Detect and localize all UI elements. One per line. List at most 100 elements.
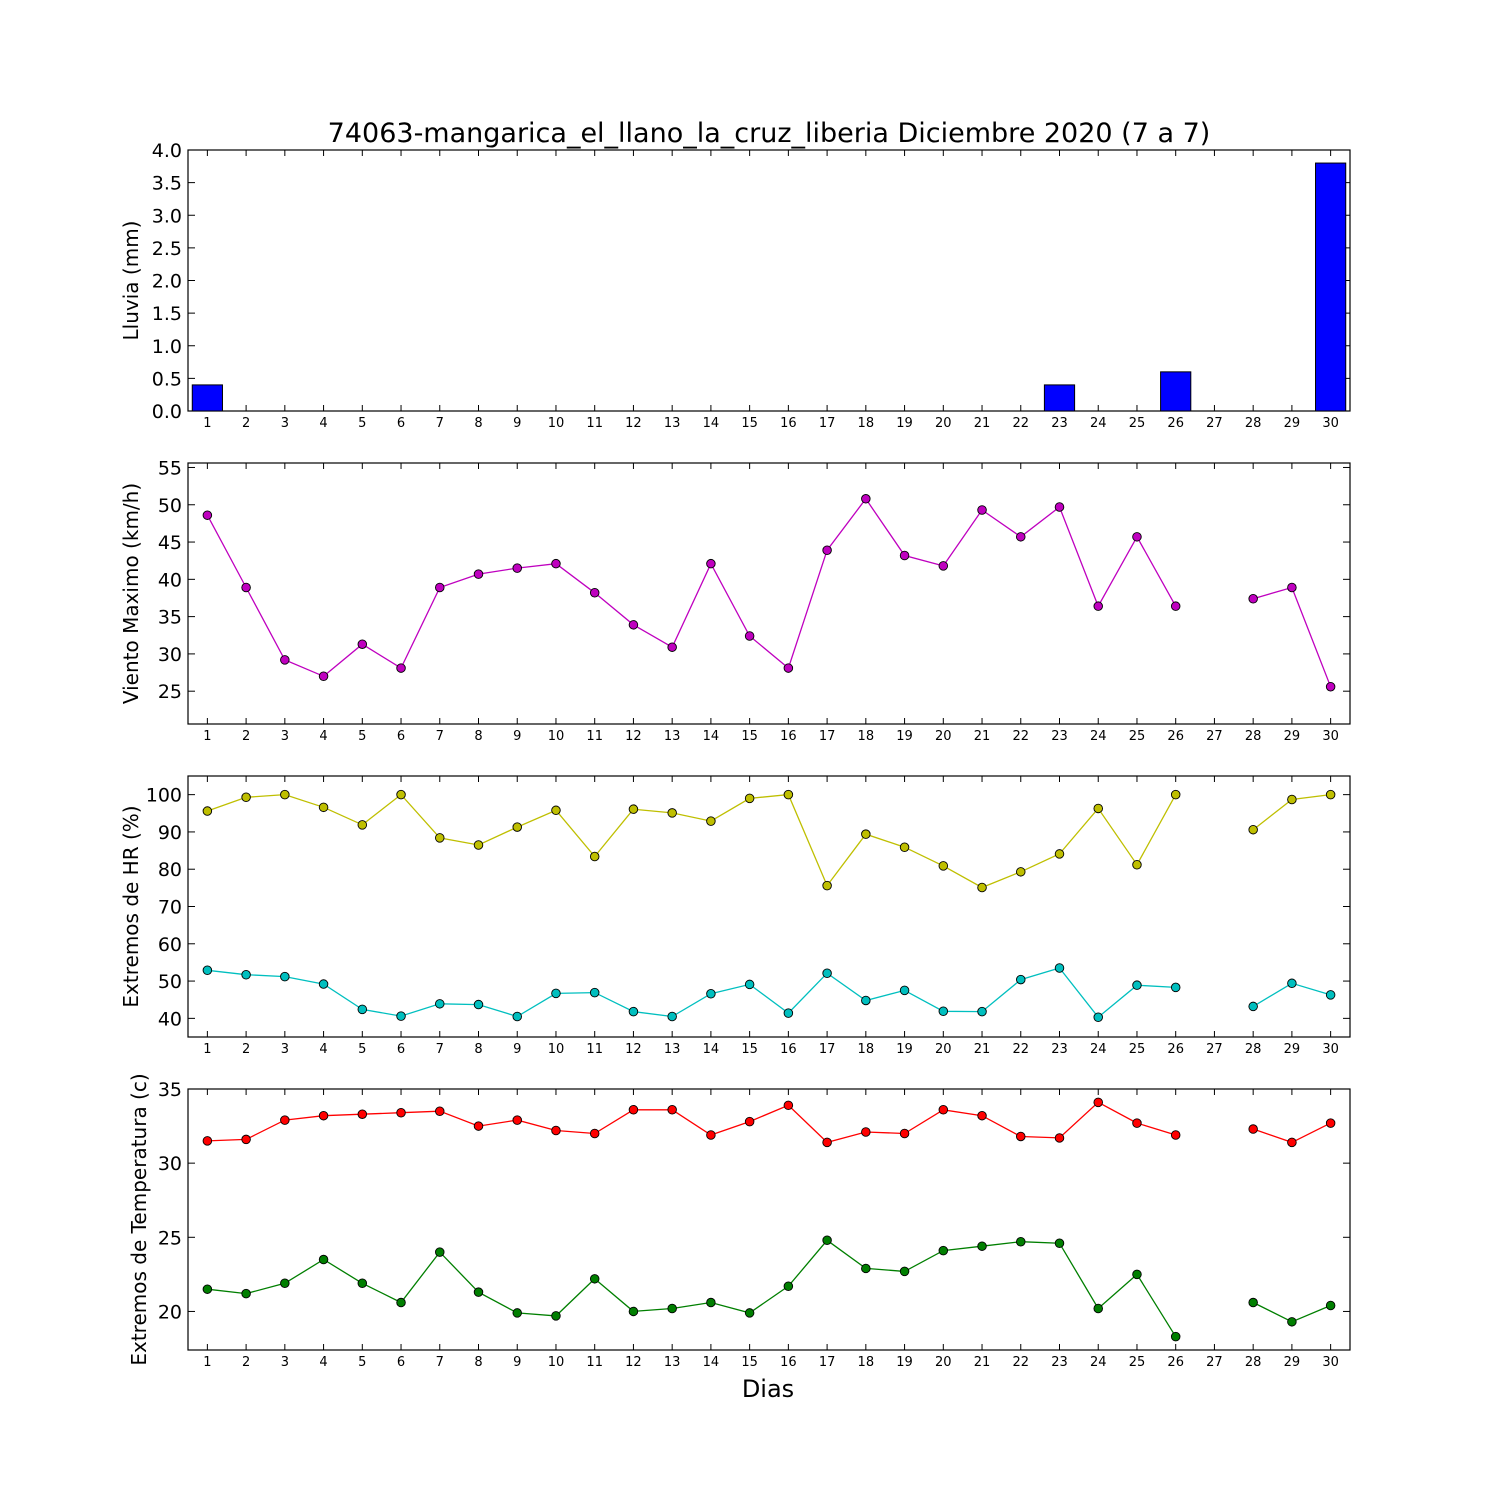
series-2-point-day-18 (861, 995, 871, 1006)
x-tick-label: 24 (1090, 1042, 1107, 1057)
series-1-point-day-2 (241, 1134, 251, 1145)
series-2-point-day-18 (861, 1263, 871, 1274)
series-1-point-day-18 (861, 494, 871, 504)
series-1-point-day-20 (938, 1105, 949, 1115)
series-2-point-day-14 (706, 988, 716, 999)
series-2-point-day-9 (512, 1308, 522, 1318)
series-2-point-day-11 (589, 1274, 600, 1284)
x-tick-label: 4 (319, 1042, 327, 1057)
series-1-point-day-30 (1325, 681, 1336, 692)
series-2-point-day-24 (1093, 1012, 1103, 1022)
x-tick-label: 5 (358, 416, 366, 431)
series-1-point-day-14 (706, 1130, 716, 1140)
series-1-point-day-16 (783, 663, 794, 673)
y-tick-label: 60 (158, 934, 182, 956)
x-tick-label: 29 (1284, 1355, 1301, 1370)
y-tick-label: 70 (158, 897, 182, 919)
series-1-point-day-4 (318, 802, 329, 813)
x-tick-label: 22 (1012, 729, 1029, 744)
series-2-point-day-16 (783, 1008, 794, 1018)
series-1-point-day-18 (861, 1127, 871, 1137)
series-1-point-day-11 (589, 851, 600, 862)
x-tick-label: 15 (741, 1355, 758, 1370)
panel-1: 0.00.51.01.52.02.53.03.54.01 2 3 4 5 6 7 8 9 10 11… (119, 118, 1351, 431)
x-tick-label: 14 (703, 1042, 720, 1057)
series-2-point-day-23 (1054, 963, 1065, 973)
series-2-point-day-25 (1132, 980, 1142, 990)
x-tick-label: 19 (896, 1355, 913, 1370)
x-tick-label: 14 (703, 729, 720, 744)
series-1-point-day-22 (1016, 532, 1026, 542)
x-tick-label: 10 (548, 1355, 565, 1370)
series-1-point-day-2 (241, 582, 251, 593)
bar-day-26 (1160, 371, 1192, 412)
series-1-point-day-25 (1132, 532, 1142, 542)
bar-day-23 (1043, 384, 1076, 412)
x-tick-label: 27 (1206, 416, 1223, 431)
series-1-point-day-5 (357, 639, 368, 649)
x-axis-label: Dias (742, 1375, 794, 1403)
series-1-point-day-3 (280, 789, 290, 800)
x-tick-label: 16 (780, 1355, 797, 1370)
series-2-point-day-25 (1132, 1269, 1142, 1280)
series-1-point-day-9 (512, 1115, 522, 1125)
y-axis-label: Extremos de HR (%) (119, 805, 143, 1007)
y-tick-label: 1.0 (152, 336, 182, 358)
x-tick-label: 7 (436, 1355, 444, 1370)
y-tick-label: 30 (158, 1153, 182, 1175)
series-2-point-day-6 (396, 1011, 406, 1021)
chart-layer: 0.00.51.01.52.02.53.03.54.01 2 3 4 5 6 7 8 9 10 11… (119, 118, 1351, 1403)
x-tick-label: 27 (1206, 1355, 1223, 1370)
series-2-point-day-7 (435, 1247, 445, 1257)
x-tick-label: 10 (548, 416, 565, 431)
x-tick-label: 4 (319, 729, 327, 744)
series-1-point-day-7 (435, 833, 445, 843)
series-1-point-day-1 (202, 510, 213, 520)
x-tick-label: 14 (703, 1355, 720, 1370)
x-tick-label: 10 (548, 729, 565, 744)
series-1-point-day-23 (1054, 502, 1065, 512)
x-tick-label: 26 (1167, 1355, 1184, 1370)
x-tick-label: 3 (281, 1042, 289, 1057)
x-tick-label: 17 (819, 1355, 836, 1370)
x-tick-label: 11 (586, 1042, 603, 1057)
series-2-point-day-10 (551, 1311, 561, 1321)
series-1-point-day-7 (435, 582, 445, 593)
series-1-point-day-8 (473, 840, 484, 850)
series-2-point-day-21 (977, 1006, 987, 1017)
series-2-point-day-14 (706, 1297, 716, 1308)
series-1-point-day-6 (396, 789, 406, 800)
series-1-point-day-24 (1093, 1097, 1103, 1108)
series-1-point-day-7 (435, 1106, 445, 1116)
x-tick-label: 9 (513, 729, 521, 744)
series-1-point-day-30 (1325, 1118, 1336, 1128)
series-2-point-day-11 (589, 987, 600, 998)
series-1-point-day-28 (1248, 593, 1258, 604)
y-tick-label: 1.5 (152, 303, 182, 325)
y-axis-label: Extremos de Temperatura (c) (127, 1073, 151, 1365)
series-2-point-day-13 (667, 1011, 677, 1022)
x-tick-label: 14 (703, 416, 720, 431)
series-1-point-day-29 (1287, 794, 1297, 805)
x-tick-label: 17 (819, 416, 836, 431)
series-2-point-day-10 (551, 988, 561, 999)
y-tick-label: 40 (158, 1008, 182, 1030)
y-tick-label: 20 (158, 1301, 182, 1323)
x-tick-label: 6 (397, 1355, 405, 1370)
y-tick-label: 2.5 (152, 238, 182, 260)
x-tick-label: 26 (1167, 1042, 1184, 1057)
series-2-point-day-4 (318, 979, 329, 989)
series-1-point-day-17 (822, 1137, 832, 1148)
series-1-point-day-21 (977, 505, 987, 515)
series-2-point-day-7 (435, 999, 445, 1009)
series-1-point-day-22 (1016, 1131, 1026, 1142)
x-tick-label: 20 (935, 1042, 952, 1057)
x-tick-label: 9 (513, 1042, 521, 1057)
series-1-point-day-2 (241, 792, 251, 803)
x-tick-label: 30 (1322, 416, 1339, 431)
series-1-point-day-16 (783, 789, 794, 800)
plot-frame (187, 1088, 1351, 1351)
x-tick-label: 6 (397, 729, 405, 744)
x-tick-label: 24 (1090, 729, 1107, 744)
